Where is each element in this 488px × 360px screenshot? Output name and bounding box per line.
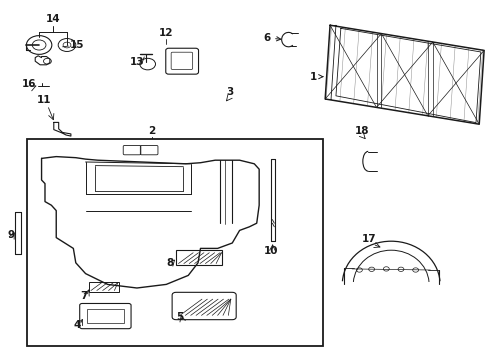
Text: 8: 8 (166, 258, 173, 268)
Text: 17: 17 (361, 234, 376, 244)
Text: 12: 12 (159, 28, 173, 38)
Text: 14: 14 (45, 14, 60, 24)
Bar (27, 139, 322, 346)
Text: 10: 10 (264, 246, 278, 256)
Text: 7: 7 (80, 291, 88, 301)
Text: 15: 15 (70, 40, 84, 50)
Text: 6: 6 (263, 33, 280, 43)
Text: 13: 13 (129, 57, 144, 67)
Bar (176, 250, 222, 265)
Bar (89, 282, 119, 292)
Text: 1: 1 (309, 72, 322, 82)
Text: 2: 2 (148, 126, 155, 136)
Text: 9: 9 (7, 230, 14, 240)
Bar (87, 309, 123, 323)
Text: 3: 3 (226, 87, 233, 98)
Text: 5: 5 (176, 312, 183, 322)
Text: 11: 11 (37, 95, 51, 105)
Text: 4: 4 (73, 320, 81, 330)
Text: 16: 16 (22, 79, 37, 89)
Text: 18: 18 (354, 126, 368, 136)
